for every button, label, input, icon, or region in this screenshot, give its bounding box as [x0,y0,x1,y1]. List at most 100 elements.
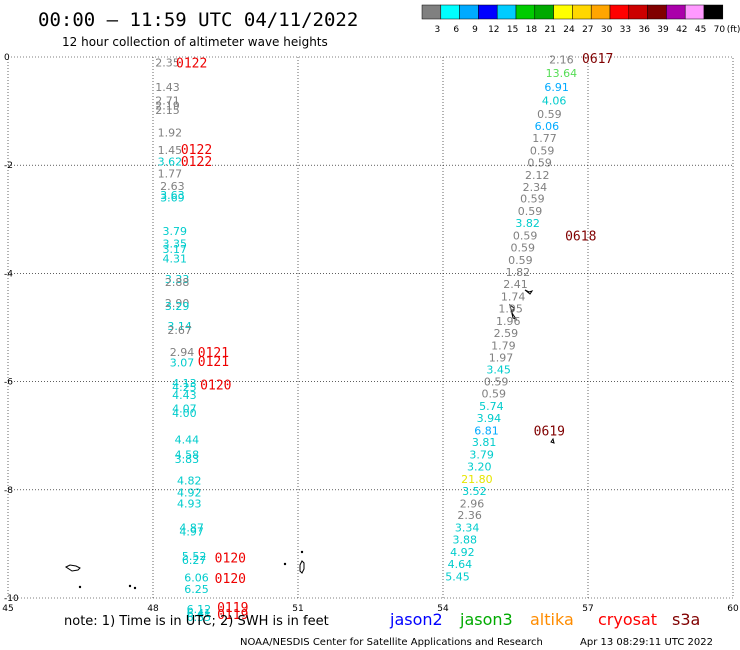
colorbar-label: 9 [472,25,478,35]
x-tick-label: 57 [582,604,593,614]
pass-label: 0120 [215,572,246,587]
wave-height-point: 6.27 [182,554,207,567]
chart-subtitle: 12 hour collection of altimeter wave hei… [62,35,328,49]
colorbar-label: 15 [507,25,518,35]
colorbar-label: 70 [714,25,726,35]
colorbar-label: 24 [563,25,575,35]
colorbar-label: 18 [526,25,538,35]
wave-height-point: 4.44 [175,433,200,446]
pass-label: 0122 [176,56,207,71]
pass-label: 0122 [181,155,212,170]
colorbar-swatch [421,4,442,20]
legend-item: cryosat [598,610,657,629]
wave-height-point: 1.74 [501,291,526,304]
wave-height-point: 4.64 [448,558,473,571]
pass-label: 0619 [534,424,565,439]
wave-height-point: 0.59 [513,230,538,243]
wave-height-point: 2.36 [457,509,482,522]
wave-height-point: 0.59 [537,108,562,121]
colorbar-label: 30 [601,25,613,35]
colorbar-label: 12 [488,25,499,35]
wave-height-point: 3.63 [160,189,185,202]
wave-height-point: 3.45 [486,364,511,377]
wave-height-values: 2.351.432.712.192.151.921.453.621.772.63… [155,54,577,624]
wave-height-point: 3.20 [467,461,492,474]
wave-height-point: 2.41 [503,278,528,291]
wave-height-point: 6.06 [535,120,560,133]
colorbar-label: 6 [453,25,459,35]
wave-height-point: 1.95 [498,303,523,316]
wave-height-point: 13.64 [546,67,578,80]
wave-height-point: 4.97 [179,525,204,538]
colorbar-swatch [590,4,611,20]
wave-height-point: 6.12 [187,603,212,616]
wave-height-point: 2.16 [549,54,574,67]
island-dot [128,584,132,588]
colorbar-swatch [534,4,554,20]
island-dot [283,562,287,566]
colorbar-swatch [703,4,724,20]
wave-height-point: 2.34 [523,181,548,194]
colorbar-swatch [572,4,592,20]
colorbar-swatch [459,4,479,20]
credit-text: NOAA/NESDIS Center for Satellite Applica… [240,637,543,648]
colorbar-label: 45 [695,25,706,35]
wave-height-point: 3.88 [453,534,478,547]
wave-height-point: 4.92 [177,487,202,500]
wave-height-point: 5.52 [182,550,207,563]
pass-label: 0119 [217,608,248,623]
wave-height-point: 2.59 [494,327,519,340]
coastline [299,560,305,574]
wave-height-point: 3.79 [163,225,188,238]
wave-height-point: 1.77 [158,167,183,180]
colorbar-swatch [440,4,460,20]
wave-height-point: 2.96 [460,497,485,510]
x-tick-label: 51 [292,604,303,614]
wave-height-point: 2.71 [155,94,180,107]
y-tick-label: -6 [4,378,13,388]
wave-height-point: 3.35 [163,238,188,251]
island-dot [78,585,82,589]
wave-height-point: 3.82 [515,217,540,230]
coastline [550,437,555,444]
wave-height-point: 2.12 [525,169,550,182]
timestamp-text: Apr 13 08:29:11 UTC 2022 [580,637,713,648]
colorbar-swatch [496,4,517,20]
wave-height-point: 3.17 [163,243,188,256]
colorbar-label: 36 [638,25,650,35]
wave-height-point: 2.88 [165,276,190,289]
colorbar-label: 21 [544,25,555,35]
colorbar-swatch [609,4,630,20]
wave-height-point: 4.87 [179,522,204,535]
coastline [509,303,518,320]
wave-height-point: 0.59 [520,193,545,206]
wave-height-point: 0.59 [482,388,507,401]
wave-height-point: 2.67 [167,324,192,337]
wave-height-point: 0.59 [527,156,552,169]
wave-height-point: 3.07 [170,357,195,370]
wave-height-point: 4.92 [450,546,475,559]
wave-height-point: 0.59 [518,205,543,218]
wave-height-point: 6.81 [474,424,499,437]
pass-label: 0121 [198,355,229,370]
wave-height-point: 3.83 [175,453,200,466]
wave-height-point: 5.74 [479,400,504,413]
wave-height-point: 6.35 [187,611,212,624]
wave-height-point: 0.59 [530,145,555,158]
wave-height-point: 2.94 [170,346,195,359]
pass-label: 0120 [200,378,231,393]
wave-height-point: 1.77 [532,132,557,145]
wave-height-point: 1.43 [155,81,180,94]
wave-height-point: 0.59 [511,241,536,254]
colorbar-label: 27 [582,25,593,35]
colorbar-swatch [666,4,686,20]
coastline [65,564,81,572]
wave-height-point: 3.33 [165,273,190,286]
x-tick-label: 48 [147,604,159,614]
wave-height-point: 0.59 [484,376,509,389]
wave-height-point: 3.14 [167,320,192,333]
plot-border [7,56,734,599]
wave-height-point: 2.15 [155,104,180,117]
colorbar-swatch [628,4,648,20]
y-tick-label: 0 [4,53,10,63]
